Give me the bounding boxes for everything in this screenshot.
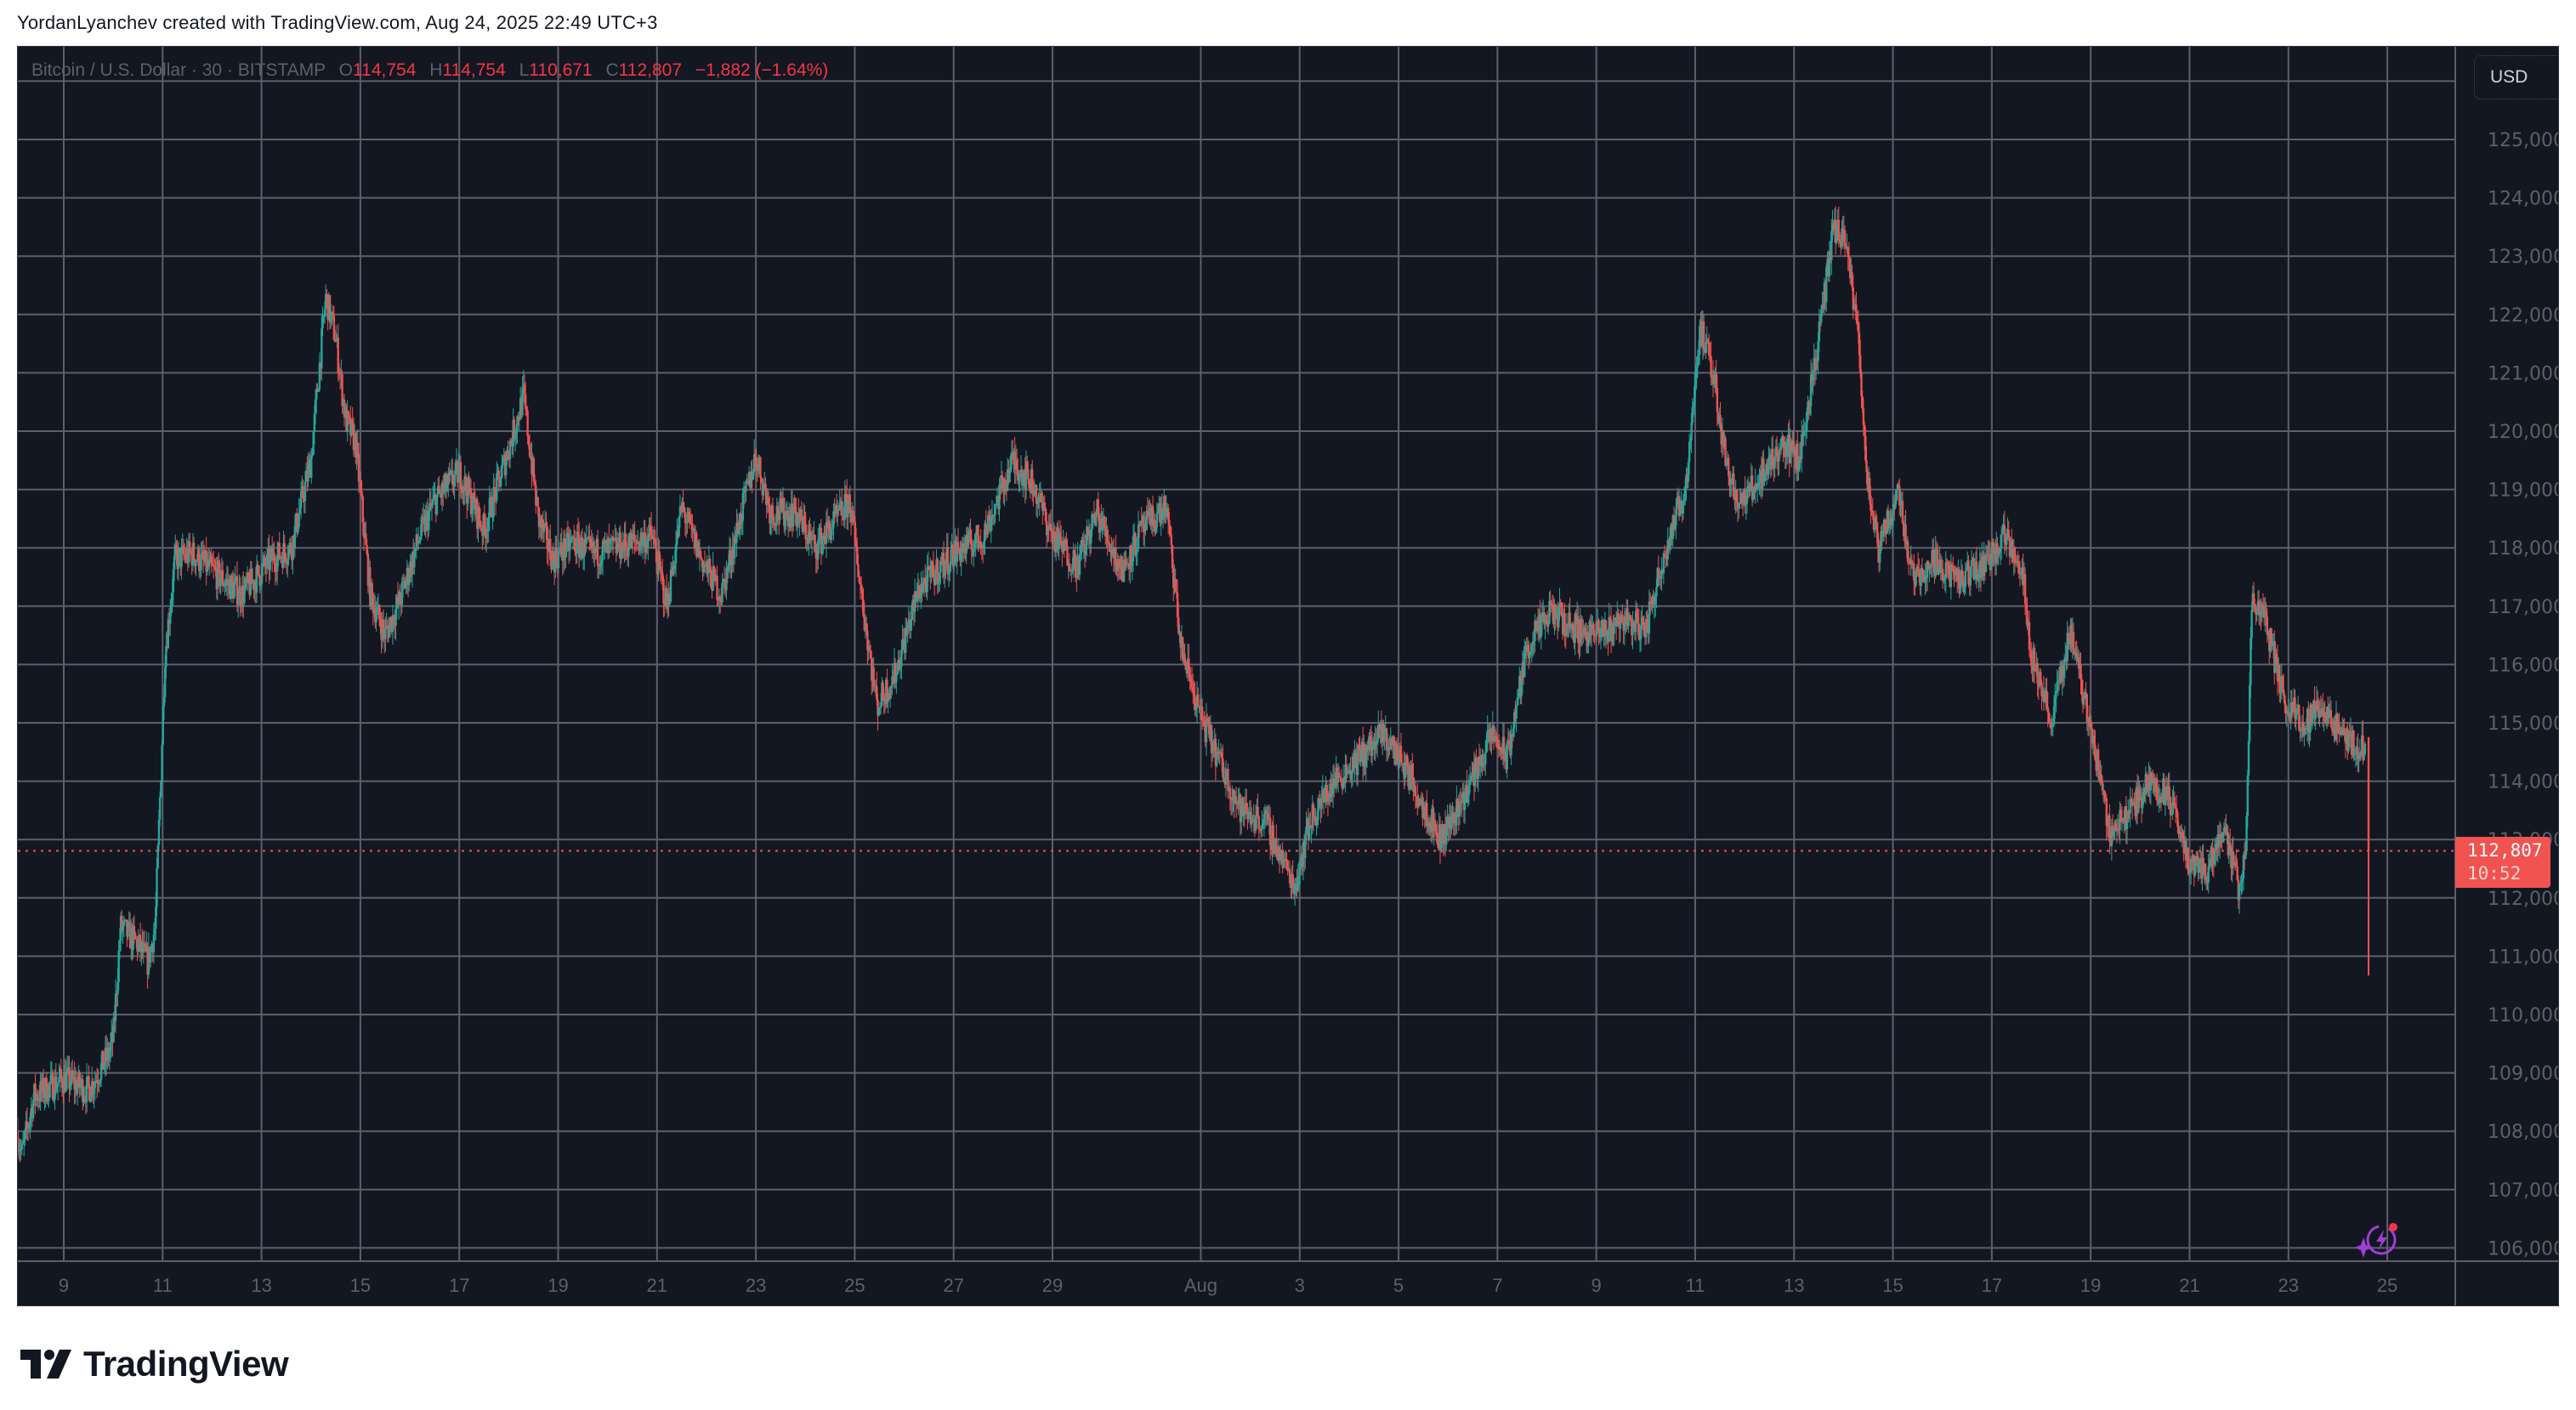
price-axis-label: 108,000 [2488, 1122, 2559, 1143]
time-axis-label: 11 [153, 1275, 173, 1296]
open-label: O [338, 60, 354, 80]
time-axis-label: 13 [251, 1275, 271, 1296]
change-value: −1,882 (−1.64%) [695, 60, 829, 80]
price-axis-label: 116,000 [2488, 655, 2559, 676]
price-axis-label: 117,000 [2488, 597, 2559, 618]
last-price-tag: 112,807 10:52 [2455, 837, 2550, 888]
symbol-legend: Bitcoin / U.S. Dollar · 30 · BITSTAMP O1… [31, 60, 828, 81]
price-axis-label: 110,000 [2488, 1005, 2559, 1026]
tradingview-logo[interactable]: TradingView [20, 1344, 289, 1384]
price-axis-label: 122,000 [2488, 305, 2559, 327]
price-axis-label: 119,000 [2488, 480, 2559, 502]
time-axis-label: 23 [2278, 1275, 2299, 1296]
time-axis-label: 9 [1592, 1275, 1602, 1296]
time-axis[interactable]: 9 11 13 15 17 19 21 23 25 27 29 Aug 3 5 7 9 11 13 15 17 19 21… [59, 1275, 2397, 1296]
time-axis-label: 11 [1686, 1275, 1705, 1296]
price-axis-label: 121,000 [2488, 363, 2559, 384]
time-axis-label: Aug [1184, 1275, 1217, 1296]
chart-panel[interactable]: 125,000 124,000 123,000 122,000 121,000 120,0… [17, 46, 2559, 1306]
bar-countdown: 10:52 [2467, 863, 2522, 884]
horizontal-gridlines [18, 80, 2455, 1249]
price-axis-label: 106,000 [2488, 1238, 2559, 1259]
price-axis-label: 123,000 [2488, 247, 2559, 268]
time-axis-label: 3 [1295, 1275, 1305, 1296]
high-value: 114,754 [442, 60, 506, 80]
time-axis-label: 17 [1982, 1275, 2002, 1296]
price-axis-label: 109,000 [2488, 1064, 2559, 1085]
close-label: C [605, 60, 619, 80]
price-axis-label: 107,000 [2488, 1180, 2559, 1202]
price-axis-label: 115,000 [2488, 714, 2559, 735]
time-axis-label: 9 [59, 1275, 69, 1296]
time-axis-label: 15 [350, 1275, 371, 1296]
close-value: 112,807 [618, 60, 683, 80]
time-axis-label: 21 [2179, 1275, 2199, 1296]
price-axis-label: 118,000 [2488, 538, 2559, 560]
time-axis-label: 19 [548, 1275, 568, 1296]
price-axis-label: 114,000 [2488, 772, 2559, 793]
price-axis[interactable]: 125,000 124,000 123,000 122,000 121,000 120,0… [2488, 130, 2559, 1259]
price-axis-label: 124,000 [2488, 189, 2559, 210]
symbol-title[interactable]: Bitcoin / U.S. Dollar · 30 · BITSTAMP [31, 60, 326, 80]
currency-button[interactable]: USD [2474, 55, 2558, 99]
time-axis-label: 23 [746, 1275, 766, 1296]
time-axis-label: 17 [449, 1275, 469, 1296]
time-axis-label: 27 [943, 1275, 963, 1296]
price-axis-label: 112,000 [2488, 889, 2559, 910]
price-axis-label: 111,000 [2488, 947, 2559, 968]
candlestick-chart[interactable]: 125,000 124,000 123,000 122,000 121,000 120,0… [18, 47, 2559, 1306]
open-value: 114,754 [353, 60, 417, 80]
time-axis-label: 25 [844, 1275, 865, 1296]
price-axis-label: 120,000 [2488, 422, 2559, 443]
time-axis-label: 13 [1784, 1275, 1804, 1296]
last-price-value: 112,807 [2467, 840, 2543, 861]
chart-caption: YordanLyanchev created with TradingView.… [17, 12, 658, 33]
time-axis-label: 19 [2080, 1275, 2101, 1296]
price-axis-label: 125,000 [2488, 130, 2559, 151]
low-label: L [519, 60, 530, 80]
time-axis-label: 25 [2377, 1275, 2397, 1296]
ai-assistant-icon[interactable] [2354, 1219, 2402, 1263]
candles [18, 206, 2370, 1163]
time-axis-label: 7 [1492, 1275, 1502, 1296]
low-value: 110,671 [529, 60, 593, 80]
time-axis-label: 21 [647, 1275, 667, 1296]
time-axis-label: 5 [1393, 1275, 1404, 1296]
time-axis-label: 15 [1882, 1275, 1903, 1296]
time-axis-label: 29 [1042, 1275, 1063, 1296]
high-label: H [429, 60, 443, 80]
tradingview-wordmark: TradingView [83, 1344, 289, 1384]
vertical-gridlines [63, 47, 2389, 1261]
tradingview-logo-icon [20, 1350, 71, 1379]
